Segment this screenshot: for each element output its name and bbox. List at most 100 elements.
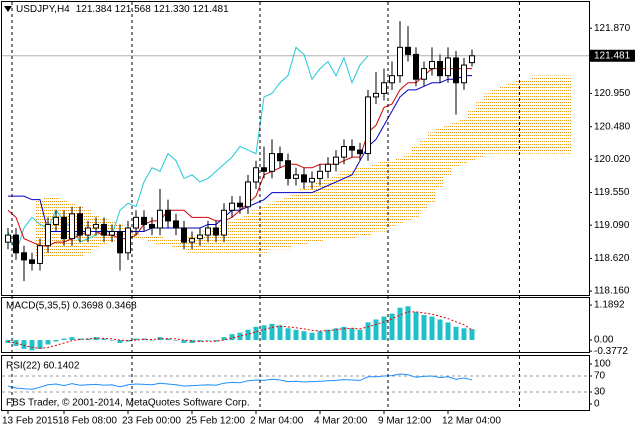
- cloud-segment: [300, 189, 308, 246]
- candle-body: [301, 174, 307, 183]
- macd-bar: [189, 340, 195, 343]
- y-tick-label: 120.480: [594, 121, 631, 132]
- cloud-segment: [156, 235, 164, 246]
- candle-body: [245, 181, 251, 208]
- macd-title: MACD(5,35,5) 0.3698 0.3468: [6, 301, 137, 312]
- macd-bar: [429, 316, 435, 341]
- cloud-segment: [260, 206, 268, 253]
- candle-body: [221, 209, 227, 236]
- macd-bar: [437, 319, 443, 341]
- macd-bar: [333, 328, 339, 341]
- cloud-segment: [412, 146, 420, 218]
- macd-bar: [349, 328, 355, 341]
- cloud-segment: [36, 199, 44, 257]
- macd-bar: [29, 340, 35, 351]
- cloud-segment: [388, 160, 396, 228]
- macd-bar: [245, 329, 251, 341]
- macd-bar: [325, 329, 331, 341]
- macd-bar: [285, 328, 291, 341]
- candle-body: [261, 167, 267, 172]
- candle-body: [269, 153, 275, 172]
- y-tick-label: 120.950: [594, 88, 631, 99]
- candle-body: [85, 227, 91, 236]
- candle-body: [21, 252, 27, 261]
- macd-bar: [117, 340, 123, 343]
- candle-body: [445, 57, 451, 77]
- macd-bar: [445, 322, 451, 341]
- macd-bar: [373, 319, 379, 341]
- candle-body: [173, 220, 179, 229]
- candle-body: [45, 223, 51, 247]
- candle-body: [69, 213, 75, 240]
- macd-bar: [341, 326, 347, 341]
- candle-body: [53, 216, 59, 225]
- cloud-segment: [436, 128, 444, 190]
- cloud-segment: [380, 160, 388, 232]
- candle-body: [253, 167, 259, 183]
- y-tick-label: 1.1892: [594, 300, 625, 311]
- candle-body: [405, 46, 411, 55]
- cloud-segment: [148, 235, 156, 243]
- y-tick-label: 120.020: [594, 154, 631, 165]
- macd-bar: [381, 316, 387, 341]
- cloud-segment: [172, 238, 180, 250]
- cloud-segment: [308, 185, 316, 243]
- candle-body: [421, 68, 427, 80]
- macd-bar: [405, 306, 411, 341]
- macd-bar: [157, 337, 163, 341]
- macd-bar: [261, 325, 267, 341]
- candle-body: [109, 231, 115, 236]
- candle-body: [93, 223, 99, 229]
- macd-bar: [181, 340, 187, 343]
- y-tick-label: 118.620: [594, 253, 630, 264]
- x-tick-label: 9 Mar 12:00: [378, 416, 432, 427]
- cloud-segment: [284, 196, 292, 250]
- candle-body: [381, 82, 387, 94]
- cloud-segment: [236, 217, 244, 253]
- y-tick-label: 30: [594, 387, 606, 398]
- macd-bar: [205, 340, 211, 341]
- candle-body: [389, 75, 395, 84]
- indicator-line: [7, 311, 473, 349]
- cloud-segment: [268, 203, 276, 250]
- candle-body: [429, 61, 435, 70]
- cloud-segment: [476, 100, 484, 158]
- candle-body: [141, 216, 147, 225]
- y-tick-label: 119.550: [594, 187, 630, 198]
- candle-body: [5, 234, 11, 243]
- title-icon: [4, 6, 12, 12]
- macd-bar: [453, 326, 459, 341]
- y-tick-label: 0: [594, 399, 600, 410]
- cloud-segment: [396, 157, 404, 225]
- y-tick-label: 70: [594, 371, 606, 382]
- macd-bar: [173, 340, 179, 341]
- cloud-segment: [500, 86, 508, 154]
- cloud-segment: [292, 192, 300, 246]
- cloud-segment: [428, 132, 436, 204]
- last-price-label: 121.481: [594, 50, 631, 61]
- cloud-segment: [564, 75, 572, 154]
- y-tick-label: -0.3772: [594, 346, 628, 357]
- candle-body: [117, 231, 123, 254]
- candle-body: [101, 223, 107, 236]
- candle-body: [365, 96, 371, 155]
- macd-bar: [365, 322, 371, 341]
- candle-body: [181, 227, 187, 243]
- macd-bar: [45, 340, 51, 345]
- macd-bar: [221, 337, 227, 341]
- cloud-segment: [340, 171, 348, 239]
- cloud-segment: [276, 199, 284, 250]
- cloud-segment: [460, 118, 468, 165]
- macd-bar: [141, 338, 147, 341]
- macd-bar: [229, 334, 235, 341]
- cloud-segment: [252, 210, 260, 253]
- macd-bar: [413, 312, 419, 341]
- macd-bar: [277, 325, 283, 341]
- macd-bar: [133, 338, 139, 341]
- indicator-line: [7, 46, 369, 255]
- candle-body: [157, 209, 163, 229]
- y-tick-label: 119.090: [594, 220, 630, 231]
- cloud-segment: [404, 153, 412, 221]
- candle-body: [13, 234, 19, 254]
